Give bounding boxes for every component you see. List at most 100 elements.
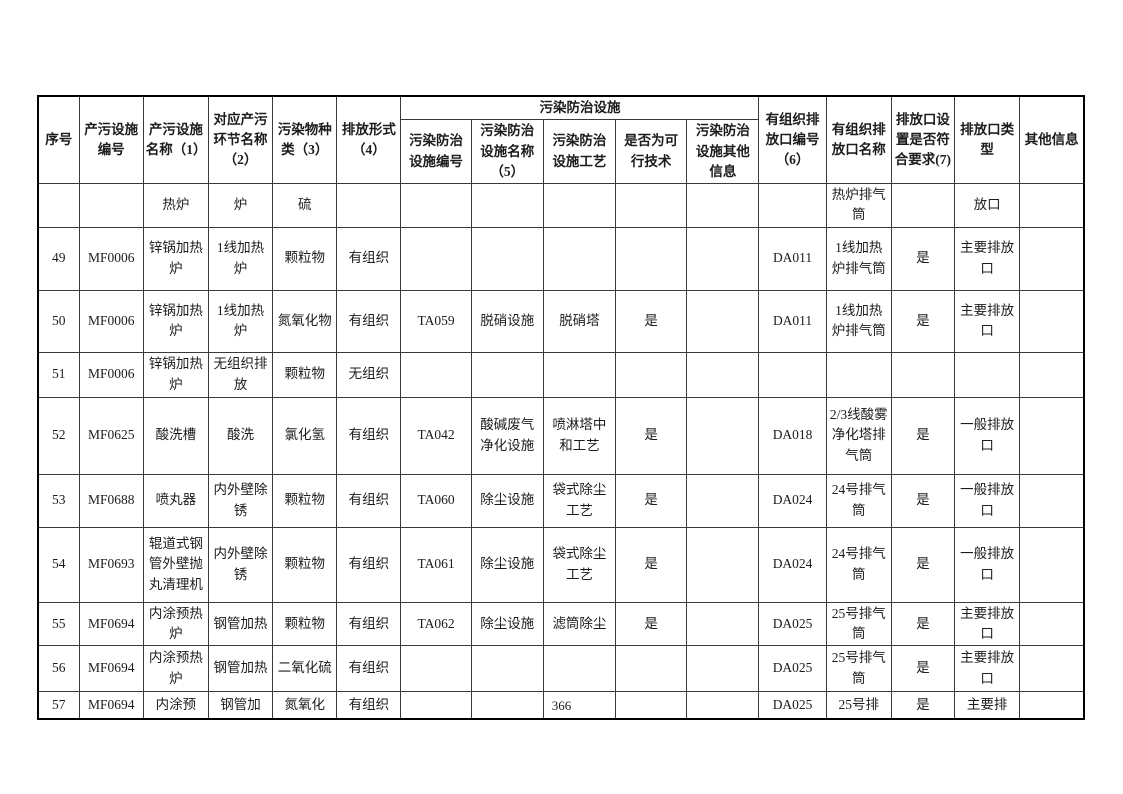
cell: 氮氧化 <box>272 691 338 719</box>
cell: 有组织 <box>336 396 402 475</box>
cell: 有组织 <box>336 289 402 353</box>
cell <box>1019 691 1085 719</box>
cell <box>470 351 544 398</box>
cell: 是 <box>890 645 956 692</box>
table-row: 49 MF0006 锌锅加热炉 1线加热炉 颗粒物 有组织 DA011 1线加热炉排气筒是主要… <box>37 226 1085 291</box>
cell: 52 <box>37 396 80 475</box>
column-header-pollutant-type: 污染物种类（3） <box>272 95 338 184</box>
cell: DA011 <box>758 289 827 353</box>
cell <box>1019 396 1085 475</box>
cell <box>615 226 688 291</box>
cell: 颗粒物 <box>272 473 338 528</box>
table-row: 56 MF0694 内涂预热炉 钢管加热 二氧化硫 有组织 DA025 25号排气筒是主要排放… <box>37 645 1085 692</box>
cell <box>470 183 544 228</box>
column-header-control-no: 污染防治设施编号 <box>400 119 472 184</box>
cell: TA059 <box>400 289 472 353</box>
cell: 25号排 <box>825 691 892 719</box>
cell: 钢管加热 <box>207 601 274 646</box>
cell: TA060 <box>400 473 472 528</box>
cell: 炉 <box>207 183 274 228</box>
cell <box>470 691 544 719</box>
cell: 一般排放口 <box>953 473 1021 528</box>
cell <box>1019 289 1085 353</box>
cell: 一般排放口 <box>953 396 1021 475</box>
cell <box>953 351 1021 398</box>
cell <box>615 691 688 719</box>
column-header-facility-no: 产污设施编号 <box>78 95 144 184</box>
cell <box>686 645 760 692</box>
cell: 1线加热炉 <box>207 289 274 353</box>
cell <box>542 351 617 398</box>
cell: 是 <box>890 691 956 719</box>
cell: 主要排放口 <box>953 289 1021 353</box>
cell: 颗粒物 <box>272 601 338 646</box>
cell <box>78 183 144 228</box>
cell: 24号排气筒 <box>825 473 892 528</box>
cell: MF0693 <box>78 526 144 603</box>
column-header-outlet-compliant: 排放口设置是否符合要求(7) <box>890 95 956 184</box>
table-row: 50 MF0006 锌锅加热炉 1线加热炉 氮氧化物 有组织 TA059 脱硝设施 脱硝塔是 DA… <box>37 289 1085 353</box>
cell: 滤筒除尘 <box>542 601 617 646</box>
cell: 氯化氢 <box>272 396 338 475</box>
table-header: 序号 产污设施编号 产污设施名称（1） 对应产污环节名称（2） 污染物种类（3）… <box>37 95 1085 184</box>
cell: DA018 <box>758 396 827 475</box>
cell: 25号排气筒 <box>825 601 892 646</box>
table-row: 53 MF0688 喷丸器 内外壁除锈 颗粒物 有组织 TA060 除尘设施 袋式除尘工艺是 DA… <box>37 473 1085 528</box>
column-header-outlet-type: 排放口类型 <box>953 95 1021 184</box>
cell <box>686 183 760 228</box>
cell: 内外壁除锈 <box>207 473 274 528</box>
cell <box>1019 226 1085 291</box>
cell: DA025 <box>758 601 827 646</box>
header-row-group: 序号 产污设施编号 产污设施名称（1） 对应产污环节名称（2） 污染物种类（3）… <box>37 95 1085 184</box>
cell: 54 <box>37 526 80 603</box>
cell: 25号排气筒 <box>825 645 892 692</box>
cell <box>890 183 956 228</box>
table-row: 52 MF0625 酸洗槽 酸洗 氯化氢 有组织 TA042 酸碱废气净化设施 喷淋塔中和工艺是… <box>37 396 1085 475</box>
cell: 酸洗槽 <box>142 396 209 475</box>
cell <box>890 351 956 398</box>
cell: 51 <box>37 351 80 398</box>
column-header-outlet-name: 有组织排放口名称 <box>825 95 892 184</box>
column-header-control-name: 污染防治设施名称（5） <box>470 119 544 184</box>
cell: TA062 <box>400 601 472 646</box>
cell: 喷淋塔中和工艺 <box>542 396 617 475</box>
cell <box>37 183 80 228</box>
cell: 有组织 <box>336 473 402 528</box>
cell <box>1019 526 1085 603</box>
cell: 热炉 <box>142 183 209 228</box>
cell: 有组织 <box>336 691 402 719</box>
cell: DA024 <box>758 526 827 603</box>
table-row: 57 MF0694 内涂预 钢管加 氮氧化 有组织 DA025 25号排是主要排 <box>37 691 1085 719</box>
column-group-pollution-control: 污染防治设施 <box>400 95 760 121</box>
column-header-control-other-info: 污染防治设施其他信息 <box>686 119 760 184</box>
cell: 硫 <box>272 183 338 228</box>
cell: 有组织 <box>336 226 402 291</box>
cell: 24号排气筒 <box>825 526 892 603</box>
cell <box>470 645 544 692</box>
cell: 内涂预热炉 <box>142 645 209 692</box>
cell: 56 <box>37 645 80 692</box>
cell: 是 <box>615 473 688 528</box>
column-header-other-info: 其他信息 <box>1019 95 1085 184</box>
cell: 是 <box>890 226 956 291</box>
cell: 无组织排放 <box>207 351 274 398</box>
cell <box>336 183 402 228</box>
cell: 是 <box>890 473 956 528</box>
cell: MF0694 <box>78 645 144 692</box>
cell <box>1019 183 1085 228</box>
table-row: 热炉炉硫 热炉排气筒 放口 <box>37 183 1085 228</box>
cell: 有组织 <box>336 526 402 603</box>
column-header-emission-form: 排放形式（4） <box>336 95 402 184</box>
cell <box>542 226 617 291</box>
cell: DA025 <box>758 645 827 692</box>
cell: 无组织 <box>336 351 402 398</box>
cell <box>1019 601 1085 646</box>
cell <box>1019 645 1085 692</box>
pollution-control-table: 序号 产污设施编号 产污设施名称（1） 对应产污环节名称（2） 污染物种类（3）… <box>37 95 1085 720</box>
cell: 钢管加热 <box>207 645 274 692</box>
table-row: 51 MF0006 锌锅加热炉 无组织排放 颗粒物 无组织 <box>37 351 1085 398</box>
cell <box>686 601 760 646</box>
column-header-seq: 序号 <box>37 95 80 184</box>
cell <box>400 226 472 291</box>
